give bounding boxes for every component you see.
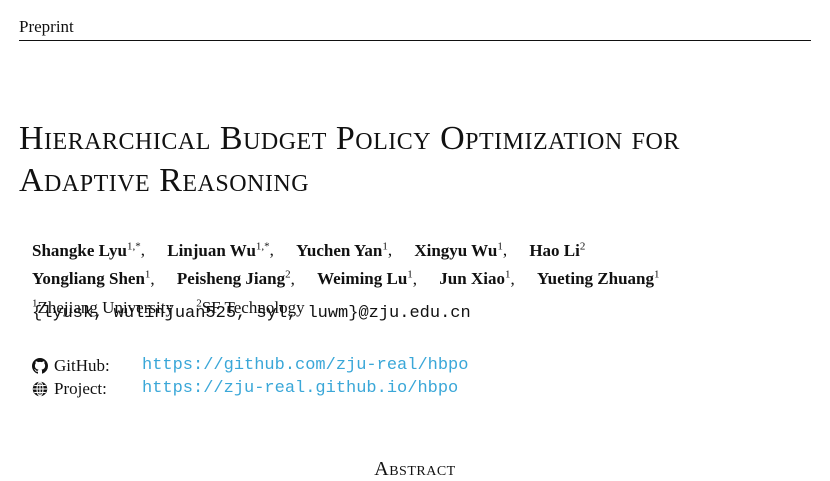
github-link-row: GitHub: https://github.com/zju-real/hbpo [32,354,468,377]
author-row-1: Shangke Lyu1,*, Linjuan Wu1,*, Yuchen Ya… [32,240,586,260]
globe-icon [32,380,48,397]
paper-title: Hierarchical Budget Policy Optimization … [19,118,819,202]
affiliation: 2SF Technology [196,297,305,317]
abstract-heading: Abstract [374,458,456,480]
author: Hao Li2 [529,240,586,260]
affiliations: 1Zhejiang University 2SF Technology [32,291,659,320]
project-url-link[interactable]: https://zju-real.github.io/hbpo [142,379,459,398]
links-block: GitHub: https://github.com/zju-real/hbpo… [32,354,468,400]
project-link-row: Project: https://zju-real.github.io/hbpo [32,377,468,400]
author: Linjuan Wu1,* [167,240,270,260]
running-header: Preprint [19,17,74,36]
author: Yueting Zhuang1 [536,268,660,289]
author-block: Shangke Lyu1,*, Linjuan Wu1,*, Yuchen Ya… [32,234,659,320]
author: Peisheng Jiang2 [176,268,291,289]
author-row-2: Yongliang Shen1, Peisheng Jiang2, Weimin… [32,268,660,289]
title-line-2: Adaptive Reasoning [19,162,310,199]
title-line-1: Hierarchical Budget Policy Optimization … [19,120,680,157]
header-rule [19,40,811,41]
github-url-link[interactable]: https://github.com/zju-real/hbpo [142,356,469,375]
affiliation: 1Zhejiang University [32,297,174,317]
author: Jun Xiao1 [439,268,511,289]
author: Yongliang Shen1 [32,268,151,289]
author: Yuchen Yan1 [296,240,388,260]
author: Shangke Lyu1,* [32,240,141,260]
github-label: GitHub: [54,356,110,375]
author-emails: {lyusk, wulinjuan525, syl, luwm}@zju.edu… [32,304,471,323]
author: Weiming Lu1 [317,268,413,289]
github-icon [32,357,48,374]
author: Xingyu Wu1 [414,240,503,260]
project-label: Project: [54,379,107,398]
